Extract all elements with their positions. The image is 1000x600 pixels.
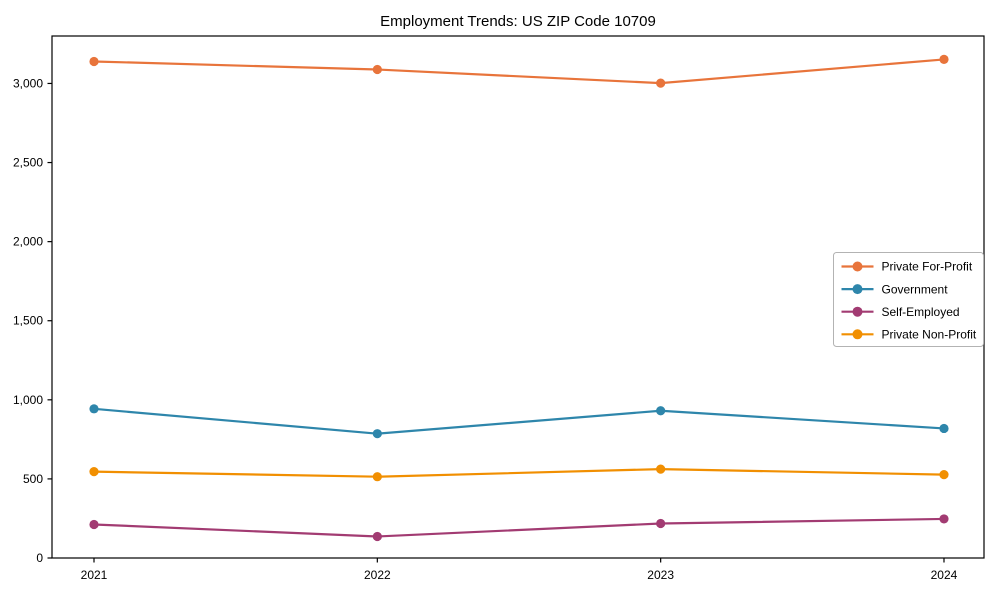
x-tick-label: 2023	[647, 568, 674, 582]
chart-title: Employment Trends: US ZIP Code 10709	[380, 13, 656, 30]
x-tick-label: 2024	[931, 568, 958, 582]
x-tick-label: 2022	[364, 568, 391, 582]
y-tick-label: 1,000	[13, 393, 43, 407]
data-point-private-non-profit-2023	[656, 464, 666, 474]
legend-item-self-employed: Self-Employed	[841, 305, 960, 319]
data-point-self-employed-2023	[656, 518, 666, 529]
legend-label: Private Non-Profit	[882, 328, 977, 342]
y-tick-label: 2,000	[13, 235, 43, 249]
y-tick-label: 1,500	[13, 314, 43, 328]
axes-layer: 0 500 1,000 1,500 2,000 2,500 3,000 2021 2022 202…	[13, 76, 958, 582]
data-point-private-non-profit-2022	[372, 472, 382, 482]
y-tick-label: 0	[36, 551, 43, 565]
data-point-self-employed-2022	[372, 531, 382, 542]
data-point-self-employed-2021	[89, 519, 99, 530]
data-point-private-for-profit-2024	[939, 54, 949, 65]
legend: Private For-Profit Government Self-Employe…	[833, 252, 984, 347]
y-tick-label: 2,500	[13, 156, 43, 170]
data-point-private-non-profit-2021	[89, 467, 99, 477]
data-point-private-for-profit-2023	[656, 78, 666, 88]
data-point-government-2021	[89, 404, 99, 414]
legend-marker-icon	[852, 329, 863, 340]
legend-label: Government	[882, 282, 949, 296]
series-line-private-non-profit	[93, 468, 945, 478]
data-point-private-for-profit-2022	[372, 64, 382, 75]
data-point-self-employed-2024	[939, 514, 949, 524]
series-layer	[89, 54, 949, 542]
x-tick-label: 2021	[81, 568, 108, 582]
legend-item-private-non-profit: Private Non-Profit	[841, 328, 977, 342]
legend-label: Private For-Profit	[882, 260, 973, 274]
data-point-private-for-profit-2021	[89, 56, 99, 67]
legend-marker-icon	[852, 306, 863, 317]
legend-item-private-for-profit: Private For-Profit	[841, 260, 973, 274]
legend-marker-icon	[852, 284, 863, 295]
legend-box	[833, 252, 984, 347]
data-point-government-2022	[372, 429, 382, 439]
legend-item-government: Government	[841, 282, 949, 296]
data-point-government-2023	[656, 406, 666, 416]
data-point-private-non-profit-2024	[939, 470, 949, 480]
data-point-government-2024	[939, 423, 949, 434]
y-tick-label: 500	[23, 472, 43, 486]
y-tick-label: 3,000	[13, 76, 43, 90]
series-line-private-for-profit	[93, 58, 945, 85]
series-line-government	[93, 407, 945, 435]
legend-marker-icon	[852, 261, 863, 272]
legend-label: Self-Employed	[882, 305, 960, 319]
series-line-self-employed	[93, 517, 945, 538]
